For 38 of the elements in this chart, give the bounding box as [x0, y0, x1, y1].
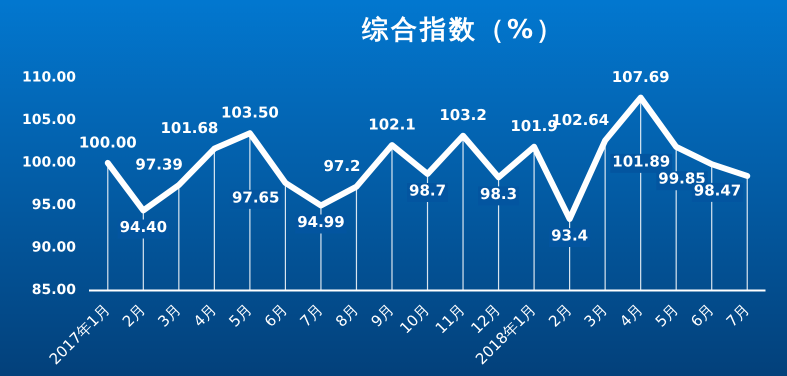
- data-label: 98.7: [409, 181, 446, 200]
- x-tick-label: 10月: [396, 300, 434, 338]
- x-tick-label: 3月: [580, 300, 611, 331]
- data-label: 103.50: [220, 104, 279, 122]
- y-tick-label: 85.00: [32, 282, 76, 298]
- x-tick-label: 9月: [367, 300, 398, 331]
- data-label: 97.2: [323, 157, 360, 176]
- y-tick-label: 90.00: [32, 239, 76, 256]
- data-label: 100.00: [78, 133, 137, 152]
- x-tick-label: 3月: [154, 300, 184, 331]
- data-label: 94.99: [297, 212, 345, 231]
- x-tick-label: 6月: [687, 300, 718, 331]
- x-tick-label: 4月: [616, 300, 646, 331]
- data-label: 98.3: [480, 184, 518, 203]
- data-label: 97.65: [232, 188, 280, 206]
- x-tick-label: 2月: [118, 300, 149, 331]
- data-label: 107.69: [612, 68, 670, 86]
- y-tick-label: 100.00: [22, 154, 76, 171]
- data-label: 97.39: [135, 155, 183, 174]
- x-tick-label: 6月: [260, 300, 291, 331]
- y-tick-label: 105.00: [22, 112, 76, 128]
- x-tick-label: 2月: [545, 300, 576, 331]
- y-tick-label: 110.00: [22, 70, 76, 86]
- x-tick-label: 11月: [432, 300, 469, 338]
- x-tick-label: 7月: [722, 300, 753, 331]
- x-tick-label: 5月: [225, 300, 256, 331]
- x-tick-label: 8月: [332, 300, 362, 331]
- data-label: 94.40: [120, 218, 168, 236]
- chart-title: 综合指数（%）: [360, 14, 566, 47]
- data-label: 101.89: [612, 152, 670, 170]
- data-label: 101.68: [160, 119, 218, 138]
- data-label: 102.1: [368, 115, 416, 134]
- y-tick-label: 95.00: [32, 197, 76, 214]
- x-tick-label: 4月: [190, 300, 220, 331]
- data-label: 93.4: [551, 226, 588, 244]
- x-tick-label: 7月: [296, 300, 327, 331]
- data-label: 103.2: [439, 106, 487, 124]
- x-tick-label: 5月: [652, 300, 682, 331]
